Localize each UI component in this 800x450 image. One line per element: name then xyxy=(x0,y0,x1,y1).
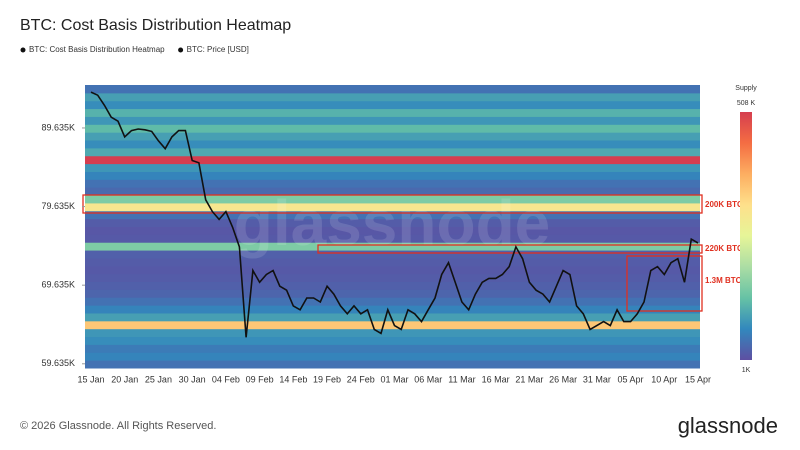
annotation: 220K BTC xyxy=(705,244,743,253)
heat-cell xyxy=(85,297,700,306)
annotation: 1.3M BTC xyxy=(705,276,742,285)
heat-cell xyxy=(85,92,700,102)
legend-label: BTC: Price [USD] xyxy=(187,45,249,54)
heat-cell xyxy=(85,218,700,227)
annotation-box xyxy=(317,244,703,254)
heat-cell xyxy=(85,257,700,267)
heat-cell xyxy=(85,265,700,275)
annotation: 200K BTC xyxy=(705,200,743,209)
heat-cell xyxy=(85,187,700,196)
heat-cell xyxy=(85,100,700,110)
y-tick-label: 69.635K xyxy=(41,280,75,290)
heat-cell xyxy=(85,273,700,283)
heat-cell xyxy=(85,140,700,149)
y-tick-label: 59.635K xyxy=(41,358,75,368)
heat-cell xyxy=(85,336,700,345)
heat-cell xyxy=(85,195,700,204)
heat-cell xyxy=(85,116,700,125)
heat-cell xyxy=(85,250,700,259)
heat-cell xyxy=(85,163,700,172)
x-tick-label: 15 Jan xyxy=(77,374,104,384)
x-tick-label: 21 Mar xyxy=(515,374,543,384)
legend-label: BTC: Cost Basis Distribution Heatmap xyxy=(29,45,165,54)
heat-cell xyxy=(85,226,700,235)
x-tick-label: 31 Mar xyxy=(583,374,611,384)
heat-cell xyxy=(85,360,700,369)
x-tick-label: 06 Mar xyxy=(414,374,442,384)
colorbar xyxy=(740,112,752,360)
colorbar-tick-label: 508 K xyxy=(737,100,756,107)
heat-cell xyxy=(85,155,700,165)
heat-cell xyxy=(85,179,700,188)
colorbar-tick-label: 1K xyxy=(742,367,751,374)
heat-cell xyxy=(85,234,700,243)
heatmap xyxy=(85,85,700,369)
heat-cell xyxy=(85,242,700,251)
x-tick-label: 19 Feb xyxy=(313,374,341,384)
x-tick-label: 20 Jan xyxy=(111,374,138,384)
heat-cell xyxy=(85,289,700,298)
annotation-box xyxy=(626,255,703,312)
x-tick-label: 16 Mar xyxy=(482,374,510,384)
x-tick-label: 11 Mar xyxy=(448,374,475,384)
x-tick-label: 26 Mar xyxy=(549,374,577,384)
x-tick-label: 04 Feb xyxy=(212,374,240,384)
heat-cell xyxy=(85,124,700,133)
annotation-boxes xyxy=(82,194,703,312)
legend-marker xyxy=(20,47,26,53)
x-tick-label: 25 Jan xyxy=(145,374,172,384)
heat-cell xyxy=(85,171,700,180)
heat-cell xyxy=(85,344,700,353)
heat-cell xyxy=(85,328,700,338)
watermark: glassnode xyxy=(234,187,551,259)
x-tick-label: 10 Apr xyxy=(651,374,677,384)
annotation-box xyxy=(82,194,703,214)
heat-cell xyxy=(85,305,700,314)
x-tick-label: 01 Mar xyxy=(380,374,408,384)
heat-cell xyxy=(85,147,700,157)
legend-marker xyxy=(178,47,184,53)
heat-cell xyxy=(85,320,700,330)
x-tick-label: 15 Apr xyxy=(685,374,711,384)
x-tick-label: 30 Jan xyxy=(179,374,206,384)
heat-cell xyxy=(85,352,700,361)
colorbar-title: Supply xyxy=(735,85,757,92)
copyright: © 2026 Glassnode. All Rights Reserved. xyxy=(20,420,216,432)
heat-cell xyxy=(85,281,700,290)
heat-cell xyxy=(85,202,700,212)
heat-cell xyxy=(85,108,700,117)
x-tick-label: 14 Feb xyxy=(279,374,307,384)
x-tick-label: 24 Feb xyxy=(347,374,375,384)
y-tick-label: 89.635K xyxy=(41,122,75,132)
y-tick-label: 79.635K xyxy=(41,201,75,211)
price-line xyxy=(90,91,699,338)
heat-cell xyxy=(85,85,700,94)
heat-cell xyxy=(85,132,700,141)
heat-cell xyxy=(85,210,700,220)
logo: glassnode xyxy=(678,413,778,438)
chart-title: BTC: Cost Basis Distribution Heatmap xyxy=(20,17,291,34)
x-tick-label: 09 Feb xyxy=(246,374,274,384)
x-tick-label: 05 Apr xyxy=(618,374,644,384)
heat-cell xyxy=(85,312,700,322)
